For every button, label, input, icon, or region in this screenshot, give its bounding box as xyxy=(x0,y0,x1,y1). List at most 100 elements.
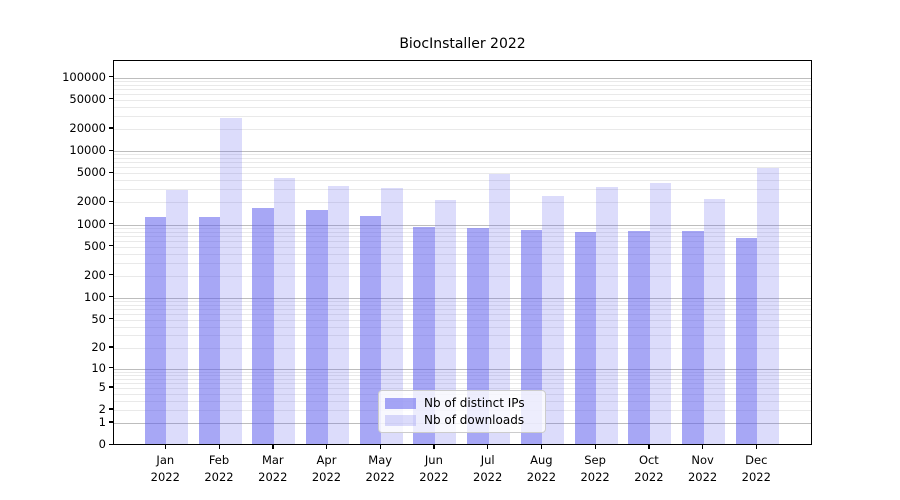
bar-downloads-jan xyxy=(166,189,188,444)
y-tick-label: 200 xyxy=(84,267,106,282)
minor-gridline xyxy=(114,382,811,384)
minor-gridline xyxy=(114,326,811,328)
y-tick-label: 5 xyxy=(98,379,106,394)
minor-gridline xyxy=(114,371,811,373)
bar-downloads-nov xyxy=(703,198,726,444)
x-tick-label-dec: Dec 2022 xyxy=(741,453,771,484)
y-tick-mark xyxy=(108,296,113,298)
legend-swatch-distinct-ips xyxy=(385,397,416,409)
minor-gridline xyxy=(114,374,811,376)
y-tick-mark xyxy=(108,318,113,320)
bar-downloads-dec xyxy=(757,168,779,444)
bar-downloads-jul xyxy=(488,173,511,444)
major-gridline xyxy=(114,151,811,152)
y-tick-mark xyxy=(108,127,113,129)
legend-row-distinct-ips: Nb of distinct IPs xyxy=(385,396,539,410)
y-tick-mark xyxy=(108,367,113,369)
bar-downloads-mar xyxy=(273,177,296,444)
x-tick-mark xyxy=(648,445,650,449)
minor-gridline xyxy=(114,88,811,90)
minor-gridline xyxy=(114,235,811,237)
minor-gridline xyxy=(114,275,811,277)
x-tick-mark xyxy=(540,445,543,449)
y-tick-mark xyxy=(108,408,113,410)
y-tick-label: 2000 xyxy=(76,194,106,209)
x-tick-label-mar: Mar 2022 xyxy=(258,453,288,484)
x-tick-label-oct: Oct 2022 xyxy=(634,453,664,484)
plot-area xyxy=(113,60,812,445)
x-tick-label-jun: Jun 2022 xyxy=(419,453,449,484)
bar-downloads-oct xyxy=(649,182,672,444)
y-tick-label: 2 xyxy=(98,401,106,416)
minor-gridline xyxy=(114,84,811,86)
bar-distinct-ips-may xyxy=(359,216,382,444)
y-tick-mark xyxy=(108,245,113,247)
minor-gridline xyxy=(114,162,811,164)
y-tick-mark xyxy=(108,200,113,203)
minor-gridline xyxy=(114,240,811,242)
minor-gridline xyxy=(114,262,811,264)
major-gridline xyxy=(114,77,811,79)
bar-distinct-ips-jan xyxy=(144,216,167,444)
y-tick-label: 1000 xyxy=(76,216,106,231)
y-tick-label: 50 xyxy=(91,311,106,326)
bar-distinct-ips-mar xyxy=(252,207,274,444)
x-tick-label-may: May 2022 xyxy=(365,453,395,484)
y-tick-label: 10 xyxy=(91,360,106,375)
minor-gridline xyxy=(114,335,811,337)
x-tick-mark xyxy=(164,445,167,449)
minor-gridline xyxy=(114,93,811,95)
bar-distinct-ips-apr xyxy=(306,210,328,444)
minor-gridline xyxy=(114,167,811,169)
y-tick-label: 20 xyxy=(91,339,106,354)
y-tick-mark xyxy=(108,223,113,225)
y-tick-mark xyxy=(108,149,113,151)
bar-downloads-sep xyxy=(596,186,618,444)
x-tick-mark xyxy=(326,445,328,449)
bar-distinct-ips-sep xyxy=(574,231,597,444)
minor-gridline xyxy=(114,231,811,233)
minor-gridline xyxy=(114,158,811,160)
x-tick-label-jul: Jul 2022 xyxy=(473,453,503,484)
bar-distinct-ips-oct xyxy=(628,230,650,444)
minor-gridline xyxy=(114,128,811,130)
x-tick-label-nov: Nov 2022 xyxy=(687,453,718,484)
y-tick-label: 100 xyxy=(84,289,106,304)
y-tick-label: 500 xyxy=(84,238,106,253)
minor-gridline xyxy=(114,347,811,349)
y-tick-mark xyxy=(108,443,113,445)
minor-gridline xyxy=(114,387,811,389)
x-tick-mark xyxy=(594,445,596,449)
bar-downloads-may xyxy=(381,188,403,444)
y-tick-mark xyxy=(108,421,113,423)
minor-gridline xyxy=(114,202,811,204)
y-tick-mark xyxy=(108,76,113,78)
chart-title: BiocInstaller 2022 xyxy=(399,36,526,52)
minor-gridline xyxy=(114,227,811,229)
minor-gridline xyxy=(114,80,811,82)
x-tick-mark xyxy=(433,445,435,449)
bar-distinct-ips-dec xyxy=(735,237,758,444)
x-tick-mark xyxy=(272,445,274,449)
minor-gridline xyxy=(114,246,811,248)
minor-gridline xyxy=(114,99,811,101)
minor-gridline xyxy=(114,313,811,315)
major-gridline xyxy=(114,224,811,226)
major-gridline xyxy=(114,297,811,299)
bar-downloads-jun xyxy=(434,200,457,444)
y-tick-label: 0 xyxy=(98,437,106,451)
minor-gridline xyxy=(114,304,811,306)
bar-distinct-ips-feb xyxy=(198,216,220,444)
x-tick-mark xyxy=(379,445,381,449)
bar-distinct-ips-jun xyxy=(413,226,435,444)
x-tick-mark xyxy=(487,445,489,449)
minor-gridline xyxy=(114,115,811,117)
y-tick-label: 10000 xyxy=(69,143,106,157)
y-tick-label: 1 xyxy=(98,414,106,429)
y-tick-mark xyxy=(108,386,113,388)
bar-downloads-feb xyxy=(220,117,242,444)
x-tick-mark xyxy=(755,445,758,449)
minor-gridline xyxy=(114,106,811,108)
legend-swatch-downloads xyxy=(385,414,416,426)
